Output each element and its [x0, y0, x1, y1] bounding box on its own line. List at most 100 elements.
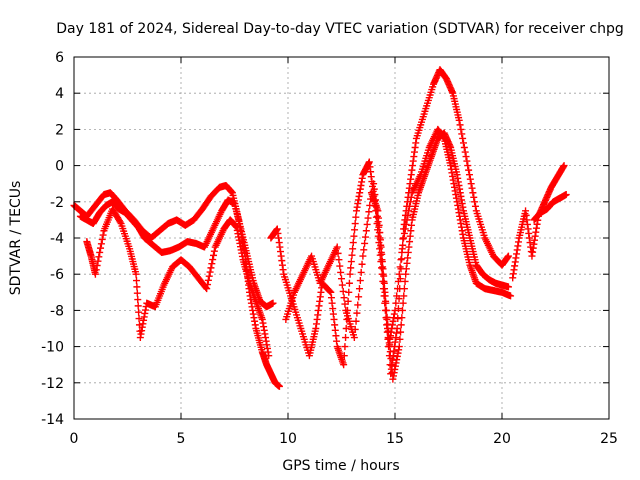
data-point-marker	[507, 292, 515, 300]
data-point-marker	[333, 243, 341, 251]
x-tick-label: 25	[600, 431, 618, 447]
data-point-marker	[378, 264, 386, 272]
data-point-marker	[93, 262, 101, 270]
series-trace-h	[530, 191, 570, 224]
data-point-marker	[342, 334, 350, 342]
data-point-marker	[132, 270, 140, 278]
data-point-marker	[97, 240, 105, 248]
data-point-marker	[346, 270, 354, 278]
y-tick-label: 0	[55, 159, 64, 175]
data-point-marker	[345, 279, 353, 287]
data-point-marker	[135, 308, 143, 316]
data-point-marker	[398, 314, 406, 322]
data-point-marker	[340, 294, 348, 302]
data-point-marker	[400, 229, 408, 237]
data-point-marker	[467, 180, 475, 188]
data-point-marker	[504, 252, 512, 260]
data-point-marker	[365, 208, 373, 216]
data-point-marker	[363, 220, 371, 228]
y-tick-label: -8	[50, 303, 64, 319]
data-point-marker	[468, 184, 476, 192]
data-point-marker	[379, 270, 387, 278]
data-point-marker	[398, 306, 406, 314]
data-point-marker	[351, 325, 359, 333]
y-tick-label: -4	[50, 231, 64, 247]
data-point-marker	[338, 275, 345, 283]
data-point-marker	[133, 289, 141, 297]
data-point-marker	[397, 328, 405, 336]
data-point-marker	[382, 306, 390, 314]
data-point-marker	[396, 275, 404, 283]
data-point-marker	[394, 315, 402, 323]
data-point-marker	[395, 270, 403, 278]
data-point-marker	[457, 125, 465, 133]
data-point-marker	[381, 285, 389, 293]
data-point-marker	[383, 313, 391, 321]
y-axis-label: SDTVAR / TECUs	[8, 181, 24, 296]
data-point-marker	[398, 255, 406, 263]
series-trace-b	[76, 196, 277, 311]
data-point-marker	[392, 299, 400, 307]
data-point-marker	[205, 272, 213, 280]
data-point-marker	[380, 277, 388, 285]
data-point-marker	[456, 121, 464, 129]
data-point-marker	[204, 276, 212, 284]
x-tick-label: 5	[177, 431, 186, 447]
data-point-marker	[341, 300, 349, 308]
series-trace-e	[282, 66, 512, 378]
data-point-marker	[386, 348, 394, 356]
data-point-marker	[463, 157, 471, 165]
data-point-marker	[465, 166, 473, 174]
data-point-marker	[361, 239, 369, 247]
data-point-marker	[461, 148, 469, 156]
data-point-marker	[353, 309, 361, 317]
data-point-marker	[459, 139, 467, 147]
data-point-marker	[134, 296, 142, 304]
data-point-marker	[345, 288, 353, 296]
data-point-marker	[384, 327, 392, 335]
data-point-marker	[394, 305, 402, 313]
data-point-marker	[377, 241, 385, 249]
data-point-marker	[209, 256, 217, 264]
y-tick-label: -10	[41, 340, 64, 356]
data-point-marker	[135, 315, 143, 323]
data-point-marker	[378, 256, 386, 264]
data-point-marker	[91, 270, 99, 278]
data-point-marker	[399, 299, 407, 307]
data-point-marker	[395, 343, 403, 351]
data-point-marker	[393, 325, 401, 332]
data-point-marker	[357, 268, 365, 276]
y-tick-label: 6	[55, 50, 64, 66]
data-point-marker	[336, 262, 344, 270]
x-tick-label: 0	[70, 431, 79, 447]
data-point-marker	[340, 352, 348, 360]
data-point-marker	[348, 251, 356, 259]
data-point-marker	[116, 218, 124, 226]
data-point-marker	[399, 235, 407, 243]
x-tick-label: 15	[386, 431, 404, 447]
data-point-marker	[351, 220, 359, 228]
data-point-marker	[352, 213, 360, 221]
y-tick-label: -12	[41, 376, 64, 392]
data-point-marker	[458, 130, 466, 138]
data-point-marker	[97, 244, 105, 252]
data-point-marker	[132, 277, 140, 285]
data-point-marker	[349, 239, 357, 247]
data-point-marker	[385, 334, 393, 342]
x-axis-label: GPS time / hours	[282, 458, 399, 474]
data-point-marker	[464, 162, 472, 170]
data-point-marker	[355, 285, 363, 293]
data-point-marker	[462, 153, 470, 161]
data-point-marker	[96, 248, 104, 256]
data-point-marker	[381, 292, 389, 300]
data-point-marker	[208, 260, 216, 268]
data-point-marker	[362, 227, 370, 235]
data-point-marker	[397, 321, 405, 329]
data-point-marker	[335, 256, 343, 264]
y-tick-label: 2	[55, 122, 64, 138]
data-point-marker	[388, 361, 396, 369]
data-point-marker	[354, 301, 362, 309]
data-point-marker	[337, 268, 345, 276]
data-point-marker	[471, 202, 479, 210]
data-point-marker	[210, 247, 218, 255]
